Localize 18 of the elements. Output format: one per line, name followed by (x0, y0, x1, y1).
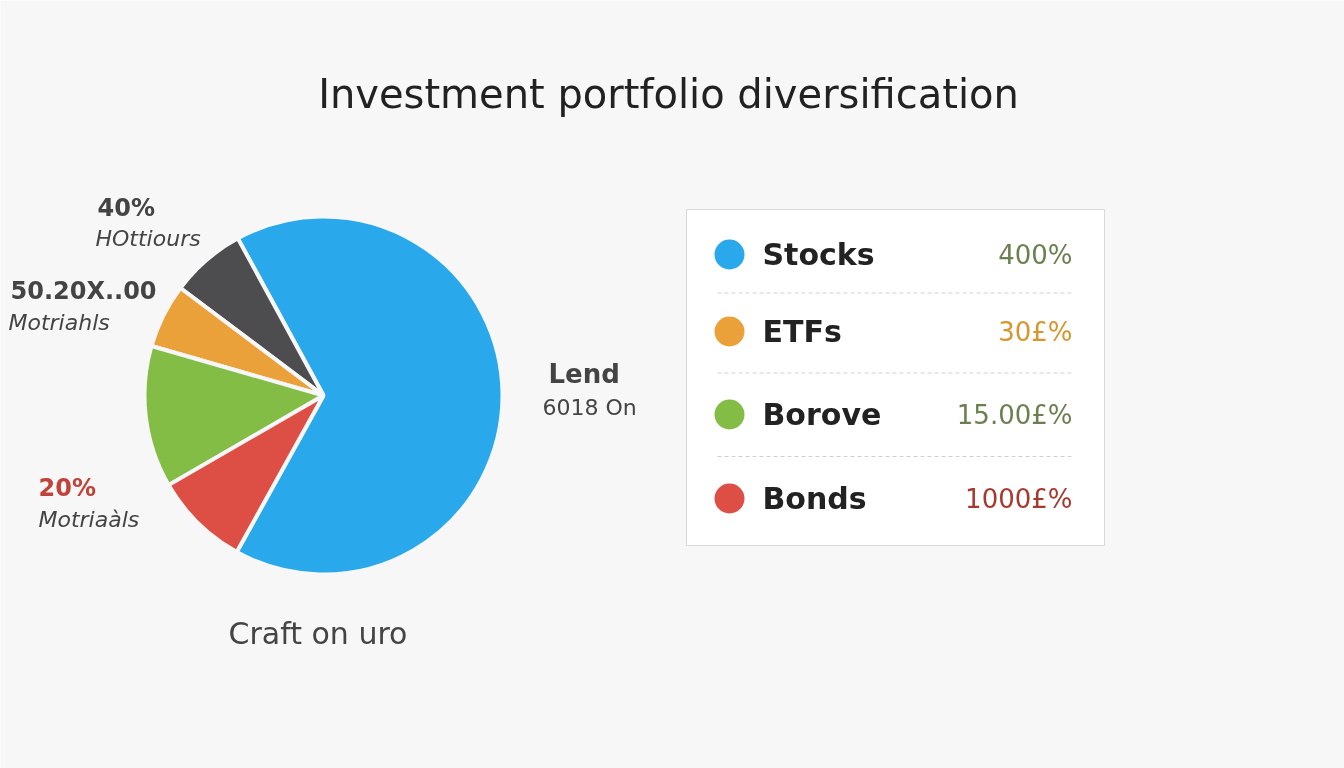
text: Motriaàls (38, 507, 140, 532)
text: 30£% (998, 316, 1073, 347)
text: 40% (97, 193, 155, 222)
text: 15.00£% (956, 399, 1073, 430)
text: HOttiours (95, 226, 201, 251)
legend-label: ETFs (762, 314, 842, 349)
text: 6018 On (542, 395, 637, 420)
text: 50.20X..00 (10, 276, 157, 305)
text: 400% (998, 239, 1073, 270)
legend-label: Stocks (762, 237, 875, 272)
text: Motriahls (8, 310, 110, 335)
legend-label: Bonds (762, 481, 867, 516)
text: 1000£% (965, 483, 1073, 514)
text: Lend (548, 358, 620, 389)
legend-label: Borove (762, 397, 882, 432)
text: 20% (38, 473, 96, 502)
text: Craft on uro (228, 616, 408, 651)
chart-title: Investment portfolio diversification (318, 70, 1019, 117)
